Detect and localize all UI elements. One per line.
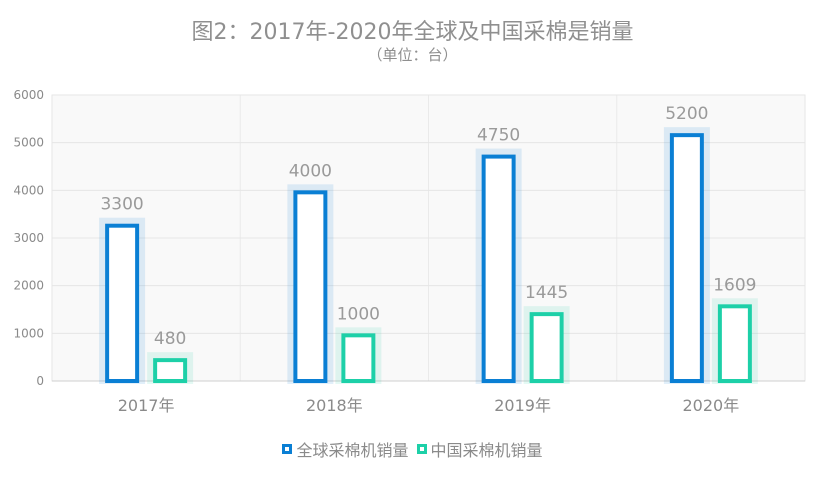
- data-label: 1445: [525, 283, 568, 303]
- bar-china: [341, 333, 376, 384]
- chart-subtitle: （单位：台）: [367, 46, 458, 64]
- data-label: 4000: [289, 161, 332, 181]
- x-tick-label: 2020年: [683, 396, 740, 415]
- legend-swatch-china: [416, 444, 427, 454]
- y-tick-label: 5000: [13, 136, 44, 150]
- data-label: 480: [154, 329, 186, 349]
- legend-item-global[interactable]: 全球采棉机销量: [282, 437, 409, 461]
- data-label: 1609: [713, 275, 756, 295]
- data-label: 3300: [100, 195, 143, 215]
- y-tick-label: 0: [36, 374, 44, 388]
- legend-item-china[interactable]: 中国采棉机销量: [416, 437, 543, 461]
- bar-global: [481, 154, 516, 383]
- legend-label-china: 中国采棉机销量: [430, 441, 543, 460]
- y-tick-label: 1000: [13, 326, 44, 340]
- bar-global: [105, 223, 140, 383]
- bar-global: [669, 133, 704, 383]
- bar-china: [153, 358, 188, 383]
- y-tick-label: 6000: [13, 88, 44, 102]
- bar-global: [293, 190, 328, 383]
- y-tick-label: 2000: [13, 279, 44, 293]
- chart-title: 图2：2017年-2020年全球及中国采棉是销量: [191, 20, 634, 45]
- data-label: 4750: [477, 126, 520, 146]
- bar-china: [529, 312, 564, 384]
- bar-china: [717, 304, 752, 383]
- x-tick-label: 2017年: [118, 396, 175, 415]
- legend-label-global: 全球采棉机销量: [296, 441, 409, 460]
- data-label: 5200: [665, 104, 708, 124]
- legend-swatch-global: [282, 444, 293, 454]
- x-tick-label: 2019年: [494, 396, 551, 415]
- y-tick-label: 4000: [13, 183, 44, 197]
- x-tick-label: 2018年: [306, 396, 363, 415]
- legend: 全球采棉机销量 中国采棉机销量: [0, 437, 825, 461]
- data-label: 1000: [337, 304, 380, 324]
- y-tick-label: 3000: [13, 231, 44, 245]
